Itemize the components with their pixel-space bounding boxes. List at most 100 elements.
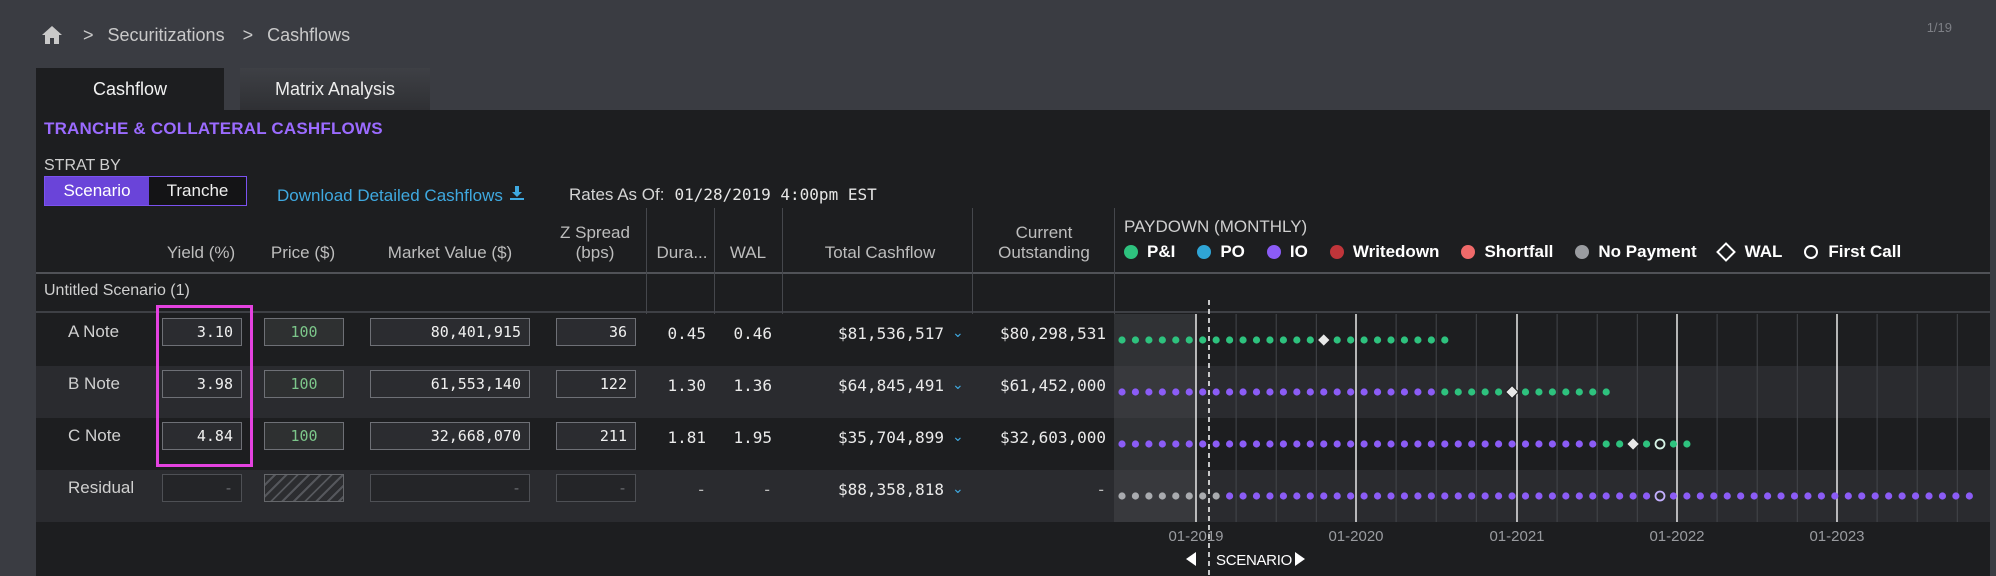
pi-dot — [1642, 440, 1651, 448]
total-cashflow-residual[interactable]: $88,358,818 — [838, 480, 944, 499]
io-dot — [1212, 388, 1220, 396]
io-dot — [1320, 388, 1328, 396]
io-dot — [1212, 440, 1220, 448]
col-duration[interactable]: Dura... — [656, 243, 708, 262]
total-cashflow-a[interactable]: $81,536,517 — [838, 324, 944, 343]
io-dot — [1387, 388, 1395, 396]
io-dot — [1710, 492, 1718, 500]
chevron-down-icon[interactable]: ⌄ — [952, 376, 964, 392]
z-spread-input-c[interactable]: 211 — [556, 422, 636, 450]
total-cashflow-b[interactable]: $64,845,491 — [838, 376, 944, 395]
chevron-down-icon[interactable]: ⌄ — [952, 324, 964, 340]
row-label-b-note: B Note — [68, 374, 120, 393]
io-dot — [1642, 492, 1651, 500]
pi-dot — [1373, 336, 1382, 344]
pi-dot — [1360, 336, 1368, 344]
io-dot — [1804, 492, 1812, 500]
io-dot — [1602, 492, 1610, 500]
io-dot — [1185, 388, 1193, 396]
row-label-c-note: C Note — [68, 426, 121, 445]
io-dot — [1441, 440, 1449, 448]
breadcrumb-cashflows[interactable]: Cashflows — [267, 24, 351, 45]
io-dot — [1387, 440, 1395, 448]
pi-dot — [1131, 336, 1140, 344]
io-dot — [1521, 492, 1530, 500]
io-dot — [1333, 492, 1341, 500]
io-dot — [1252, 492, 1261, 500]
io-dot — [1172, 440, 1180, 448]
paydown-title: PAYDOWN (MONTHLY) — [1124, 217, 1308, 236]
duration-b: 1.30 — [667, 376, 706, 395]
pi-dot — [1468, 388, 1476, 396]
z-spread-input-a[interactable]: 36 — [556, 318, 636, 346]
yield-input-a[interactable]: 3.10 — [162, 318, 242, 346]
legend-label: No Payment — [1598, 242, 1697, 261]
current-outstanding-a: $80,298,531 — [1000, 324, 1106, 343]
download-cashflows-link[interactable]: Download Detailed Cashflows — [277, 185, 525, 206]
col-total-cashflow[interactable]: Total Cashflow — [824, 243, 936, 262]
price-input-b[interactable]: 100 — [264, 370, 344, 398]
breadcrumb-securitizations[interactable]: Securitizations — [107, 24, 225, 45]
axis-tick-label: 01-2023 — [1809, 528, 1864, 545]
io-dot — [1441, 492, 1449, 500]
io-dot — [1454, 440, 1462, 448]
col-price[interactable]: Price ($) — [270, 243, 336, 262]
first-call-marker — [1654, 490, 1666, 502]
io-dot — [1535, 492, 1543, 500]
io-dot — [1481, 492, 1489, 500]
pi-dot — [1575, 388, 1583, 396]
yield-input-c[interactable]: 4.84 — [162, 422, 242, 450]
market-value-input-b[interactable]: 61,553,140 — [370, 370, 530, 398]
tab-matrix-analysis[interactable]: Matrix Analysis — [240, 68, 430, 110]
io-dot — [1952, 492, 1960, 500]
io-dot — [1226, 440, 1234, 448]
total-cashflow-c[interactable]: $35,704,899 — [838, 428, 944, 447]
io-dot — [1481, 440, 1489, 448]
pi-dot — [1118, 336, 1126, 344]
price-input-a[interactable]: 100 — [264, 318, 344, 346]
strat-scenario-button[interactable]: Scenario — [45, 177, 149, 205]
legend-item: First Call — [1804, 242, 1901, 262]
col-z-spread[interactable]: Z Spread (bps) — [550, 223, 640, 263]
io-dot — [1306, 492, 1314, 500]
io-dot — [1306, 440, 1314, 448]
strat-tranche-button[interactable]: Tranche — [149, 177, 246, 205]
table-row — [36, 366, 1990, 418]
axis-tick-label: 01-2021 — [1489, 528, 1544, 545]
pi-dot — [1145, 336, 1153, 344]
io-dot — [1279, 492, 1287, 500]
dot-icon — [1575, 245, 1590, 259]
market-value-input-c[interactable]: 32,668,070 — [370, 422, 530, 450]
pi-dot — [1427, 336, 1435, 344]
market-value-input-a[interactable]: 80,401,915 — [370, 318, 530, 346]
wal-marker — [1626, 436, 1641, 452]
breadcrumb-separator: > — [83, 24, 94, 45]
wal-marker — [1316, 332, 1331, 348]
price-input-c[interactable]: 100 — [264, 422, 344, 450]
chevron-down-icon[interactable]: ⌄ — [952, 428, 964, 444]
row-label-residual: Residual — [68, 478, 135, 497]
io-dot — [1844, 492, 1852, 500]
io-dot — [1199, 440, 1207, 448]
legend-label: WAL — [1744, 242, 1783, 261]
io-dot — [1279, 388, 1287, 396]
col-current-line2: Outstanding — [998, 243, 1090, 262]
header-divider — [36, 272, 1990, 274]
pi-dot — [1185, 336, 1193, 344]
io-dot — [1858, 492, 1866, 500]
io-dot — [1548, 492, 1556, 500]
chevron-down-icon[interactable]: ⌄ — [952, 480, 964, 496]
home-icon[interactable] — [41, 25, 65, 45]
io-dot — [1320, 492, 1328, 500]
tab-cashflow[interactable]: Cashflow — [36, 68, 224, 110]
col-wal[interactable]: WAL — [729, 243, 767, 262]
io-dot — [1266, 388, 1274, 396]
col-market-value[interactable]: Market Value ($) — [387, 243, 513, 262]
col-current-outstanding[interactable]: Current Outstanding — [980, 223, 1108, 263]
z-spread-input-b[interactable]: 122 — [556, 370, 636, 398]
yield-input-b[interactable]: 3.98 — [162, 370, 242, 398]
duration-c: 1.81 — [667, 428, 706, 447]
download-icon — [509, 185, 525, 206]
col-yield[interactable]: Yield (%) — [166, 243, 236, 262]
